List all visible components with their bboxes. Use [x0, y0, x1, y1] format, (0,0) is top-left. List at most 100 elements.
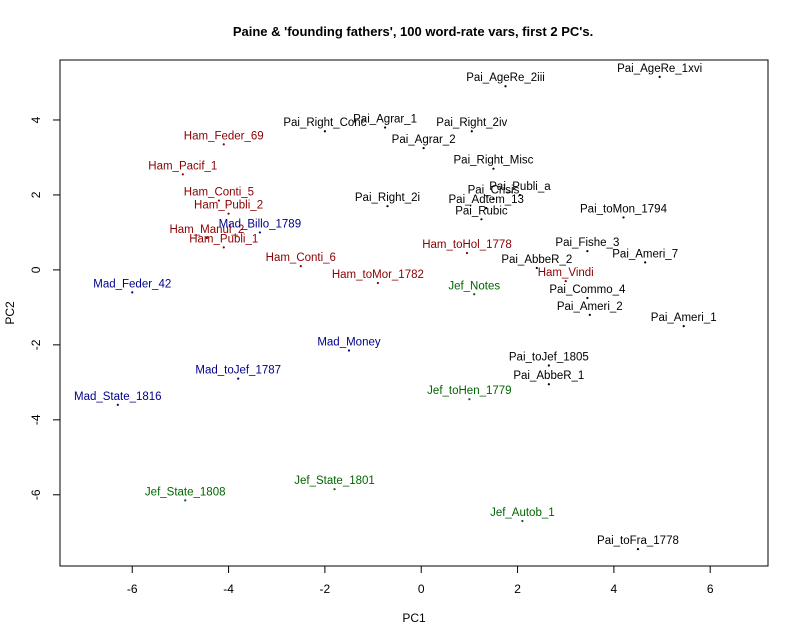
point-label: Pai_AbbeR_1 [513, 370, 584, 382]
y-axis-label: PC2 [3, 301, 17, 325]
point-pai-ameri-7: Pai_Ameri_7 [612, 248, 678, 264]
point-ham-conti-5: Ham_Conti_5 [184, 187, 254, 202]
point-pai-tofra-1778: Pai_toFra_1778 [597, 535, 679, 551]
point-label: Mad_State_1816 [74, 391, 162, 403]
point-label: Ham_Manul_2 [169, 224, 244, 236]
point-pai-ameri-1: Pai_Ameri_1 [651, 312, 717, 328]
point-pai-agrar-2: Pai_Agrar_2 [392, 134, 456, 150]
point-marker [586, 296, 589, 300]
point-ham-feder-69: Ham_Feder_69 [184, 130, 264, 146]
point-pai-publi-a: Pai_Publi_a [489, 181, 551, 197]
point-label: Pai_Ameri_1 [651, 312, 717, 324]
point-label: Pai_AgeRe_2iii [466, 72, 545, 84]
point-ham-tohol-1778: Ham_toHol_1778 [422, 239, 512, 255]
x-tick-label: -2 [320, 582, 331, 596]
point-label: Pai_AbbeR_2 [501, 254, 572, 266]
point-marker [564, 280, 567, 283]
point-marker [535, 266, 538, 270]
point-ham-vindi: Ham_Vindi [538, 267, 594, 283]
point-jef-tohen-1779: Jef_toHen_1779 [427, 385, 512, 401]
point-marker [217, 199, 221, 202]
y-tick-label: -4 [29, 414, 43, 425]
point-jef-state-1801: Jef_State_1801 [294, 475, 375, 491]
point-pai-tomon-1794: Pai_toMon_1794 [580, 203, 668, 219]
point-pai-right-conc: Pai_Right_Conc [283, 117, 367, 133]
point-mad-state-1816: Mad_State_1816 [74, 391, 162, 406]
point-marker [586, 250, 589, 253]
y-tick-label: 0 [29, 266, 43, 273]
point-label: Pai_Agrar_2 [392, 134, 456, 146]
y-tick-label: -6 [29, 489, 43, 500]
point-marker [547, 364, 550, 367]
point-pai-crisis: Pai_Crisis [468, 185, 520, 200]
point-label: Ham_Feder_69 [184, 130, 264, 142]
point-pai-agrar-1: Pai_Agrar_1 [353, 113, 417, 129]
point-marker [547, 383, 550, 386]
x-tick-label: -4 [223, 582, 234, 596]
x-tick-label: 2 [514, 582, 521, 596]
point-marker [658, 75, 661, 78]
point-pai-rubic: Pai_Rubic [455, 205, 508, 221]
point-label: Mad_toJef_1787 [195, 365, 281, 377]
point-marker [492, 167, 495, 170]
point-ham-publi-1: Ham_Publi_1 [189, 233, 258, 249]
point-label: Ham_Conti_5 [184, 187, 254, 199]
point-mad-money: Mad_Money [317, 336, 381, 352]
point-marker [636, 548, 640, 551]
point-label: Pai_Right_Conc [283, 117, 366, 129]
point-ham-manul-2: Ham_Manul_2 [169, 224, 244, 240]
point-marker [521, 519, 524, 523]
point-label: Ham_Publi_2 [194, 200, 263, 212]
point-marker [386, 205, 389, 208]
point-pai-right-misc: Pai_Right_Misc [454, 155, 534, 170]
point-marker [222, 143, 225, 146]
point-marker [480, 218, 483, 221]
y-tick-label: 2 [29, 191, 43, 198]
point-marker [473, 293, 476, 296]
point-marker [181, 173, 184, 176]
point-label: Mad_Money [317, 336, 381, 348]
point-marker [227, 212, 230, 215]
point-label: Jef_Notes [448, 280, 500, 292]
point-label: Pai_Right_2i [355, 192, 420, 204]
point-label: Mad_Billo_1789 [219, 218, 301, 230]
point-jef-autob-1: Jef_Autob_1 [490, 507, 555, 523]
point-pai-agere-1xvi: Pai_AgeRe_1xvi [617, 63, 702, 78]
x-axis: -6 -4 -2 0 2 4 6 [127, 565, 714, 596]
point-marker [222, 246, 225, 249]
point-marker [504, 85, 507, 88]
point-label: Jef_State_1808 [145, 486, 226, 498]
point-marker [492, 197, 495, 200]
point-ham-pacif-1: Ham_Pacif_1 [148, 160, 217, 176]
point-label: Ham_Vindi [538, 267, 594, 279]
y-tick-label: -2 [29, 339, 43, 350]
point-jef-state-1808: Jef_State_1808 [145, 486, 226, 502]
y-axis: -6 -4 -2 0 2 4 [29, 116, 61, 500]
point-label: Pai_Rubic [455, 205, 508, 217]
point-marker [470, 130, 473, 133]
point-marker [347, 349, 351, 352]
y-tick-label: 4 [29, 116, 43, 123]
point-pai-tojef-1805: Pai_toJef_1805 [509, 351, 589, 367]
point-label: Pai_Adtem_13 [449, 194, 524, 206]
point-label: Pai_toJef_1805 [509, 351, 589, 363]
point-marker [333, 488, 336, 491]
point-pai-adtem-13: Pai_Adtem_13 [449, 194, 524, 210]
point-pai-right-2i: Pai_Right_2i [355, 192, 420, 208]
data-points: Pai_AgeRe_2iiiPai_AgeRe_1xviPai_Agrar_1P… [74, 63, 717, 551]
point-label: Pai_Fishe_3 [555, 237, 619, 249]
point-marker [622, 216, 625, 219]
point-marker [323, 130, 326, 133]
point-label: Pai_Right_Misc [454, 155, 534, 167]
point-mad-tojef-1787: Mad_toJef_1787 [195, 365, 281, 380]
point-label: Pai_Ameri_2 [557, 301, 623, 313]
point-marker [518, 193, 522, 197]
point-pai-right-2iv: Pai_Right_2iv [436, 117, 508, 133]
point-marker [184, 499, 187, 502]
point-marker [131, 291, 134, 294]
x-tick-label: 0 [418, 582, 425, 596]
point-label: Pai_Ameri_7 [612, 248, 678, 260]
point-marker [682, 325, 685, 328]
point-label: Pai_toFra_1778 [597, 535, 679, 547]
